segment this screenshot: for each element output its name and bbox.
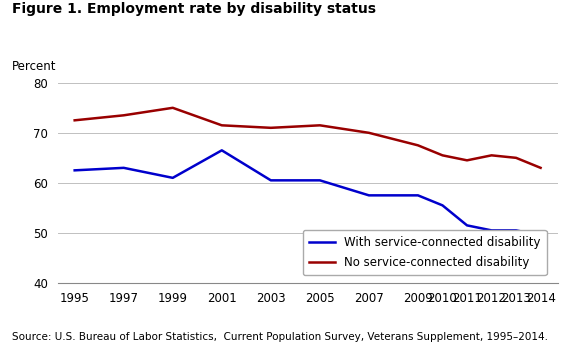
- No service-connected disability: [463, 158, 470, 162]
- No service-connected disability: [366, 131, 373, 135]
- No service-connected disability: [71, 118, 78, 122]
- Text: Figure 1. Employment rate by disability status: Figure 1. Employment rate by disability …: [12, 2, 375, 16]
- Legend: With service-connected disability, No service-connected disability: With service-connected disability, No se…: [303, 230, 547, 275]
- With service-connected disability: [513, 228, 520, 233]
- No service-connected disability: [513, 156, 520, 160]
- Text: Source: U.S. Bureau of Labor Statistics,  Current Population Survey, Veterans Su: Source: U.S. Bureau of Labor Statistics,…: [12, 332, 547, 342]
- Text: Percent: Percent: [12, 60, 56, 73]
- With service-connected disability: [316, 178, 323, 183]
- With service-connected disability: [488, 228, 495, 233]
- No service-connected disability: [415, 143, 421, 147]
- No service-connected disability: [537, 166, 544, 170]
- With service-connected disability: [415, 193, 421, 197]
- Line: No service-connected disability: No service-connected disability: [75, 108, 540, 168]
- No service-connected disability: [218, 123, 225, 127]
- With service-connected disability: [267, 178, 274, 183]
- No service-connected disability: [316, 123, 323, 127]
- With service-connected disability: [169, 176, 176, 180]
- With service-connected disability: [463, 223, 470, 227]
- Line: With service-connected disability: With service-connected disability: [75, 150, 540, 235]
- No service-connected disability: [267, 126, 274, 130]
- No service-connected disability: [488, 153, 495, 157]
- With service-connected disability: [218, 148, 225, 152]
- With service-connected disability: [439, 203, 446, 207]
- With service-connected disability: [71, 168, 78, 172]
- With service-connected disability: [366, 193, 373, 197]
- No service-connected disability: [120, 113, 127, 117]
- No service-connected disability: [439, 153, 446, 157]
- With service-connected disability: [120, 166, 127, 170]
- No service-connected disability: [169, 106, 176, 110]
- With service-connected disability: [537, 233, 544, 237]
